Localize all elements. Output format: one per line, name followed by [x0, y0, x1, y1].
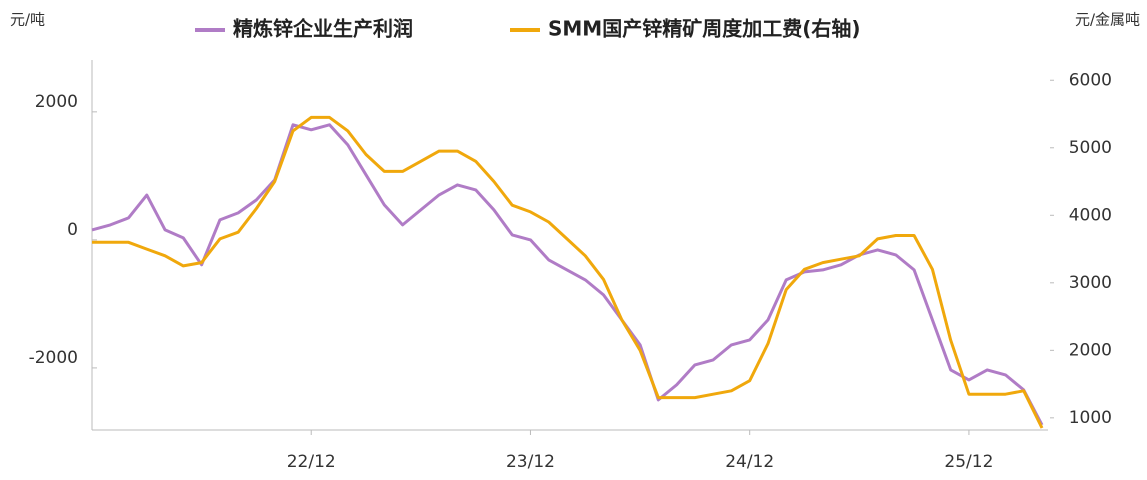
x-tick-label: 25/12 — [944, 452, 993, 472]
y2-tick-label: 4000 — [1069, 205, 1112, 225]
y2-tick-label: 1000 — [1069, 408, 1112, 428]
y2-tick-label: 6000 — [1069, 70, 1112, 90]
y2-tick-label: 2000 — [1069, 340, 1112, 360]
legend-label: SMM国产锌精矿周度加工费(右轴) — [548, 17, 861, 41]
y2-tick-label: 5000 — [1069, 138, 1112, 158]
y2-tick-label: 3000 — [1069, 273, 1112, 293]
line-series — [92, 115, 1044, 429]
y-axis-label: 元/吨 — [10, 11, 45, 29]
y-tick-label: 0 — [67, 220, 78, 240]
x-tick-label: 23/12 — [506, 452, 555, 472]
legend-label: 精炼锌企业生产利润 — [233, 17, 413, 41]
y-tick-label: -2000 — [29, 348, 78, 368]
x-tick-label: 24/12 — [725, 452, 774, 472]
line-series — [91, 123, 1044, 426]
y-tick-label: 2000 — [35, 92, 78, 112]
y2-axis-label: 元/金属吨 — [1075, 11, 1140, 29]
x-tick-label: 22/12 — [287, 452, 336, 472]
